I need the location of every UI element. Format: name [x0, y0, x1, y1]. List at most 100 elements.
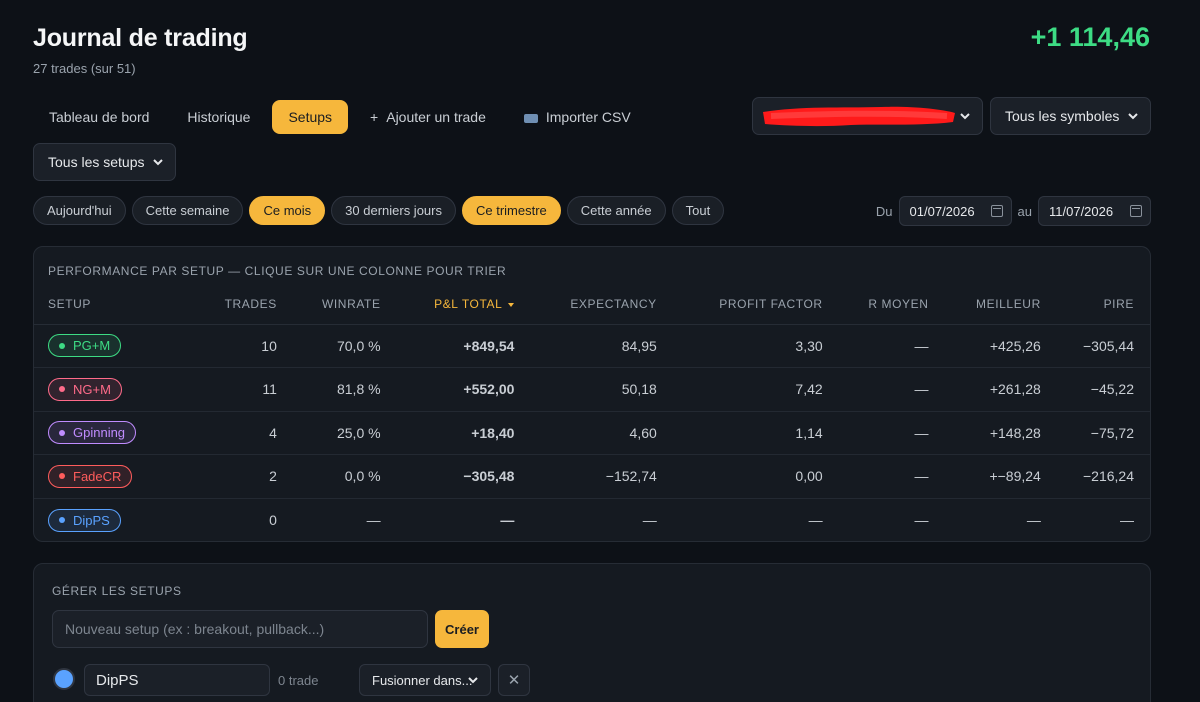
date-range: Du 01/07/2026 au 11/07/2026: [876, 196, 1151, 226]
tab-label: Historique: [187, 109, 251, 125]
table-row: FadeCR 2 0,0 % −305,48 −152,74 0,00— +−89,24 −2…: [34, 454, 1150, 499]
period-this-quarter[interactable]: Ce trimestre: [461, 196, 561, 225]
tab-label: Importer CSV: [545, 109, 631, 125]
table-row: DipPS 0 — — — — — — —: [34, 498, 1150, 541]
column-header[interactable]: TRADES: [198, 284, 293, 325]
cell-winrate: —: [366, 512, 381, 528]
account-select[interactable]: [752, 97, 983, 135]
setup-name: PG+M: [73, 338, 111, 354]
tab-add-trade[interactable]: + Ajouter un trade: [354, 100, 502, 134]
cell-best: +425,26: [944, 324, 1057, 368]
cell-expectancy: −152,74: [530, 454, 673, 499]
column-header[interactable]: P&L TOTAL: [396, 284, 531, 325]
setups-select[interactable]: Tous les setups: [33, 143, 176, 181]
redaction-scribble: [763, 106, 955, 127]
import-csv-icon: [523, 113, 538, 123]
setup-badge: FadeCR: [48, 464, 133, 488]
cell-expectancy: 4,60: [530, 411, 673, 455]
new-setup-input[interactable]: [52, 610, 428, 648]
tab-label: Tableau de bord: [49, 109, 150, 125]
trade-count-summary: 27 trades (sur 51): [33, 61, 136, 76]
merge-into-select[interactable]: Fusionner dans...: [359, 664, 491, 696]
table-row: PG+M 10 70,0 % +849,54 84,95 3,30— +425,26 −305…: [34, 324, 1150, 368]
cell-best: +261,28: [944, 367, 1057, 412]
cell-worst: −216,24: [1056, 454, 1150, 499]
cell-r-moyen: —: [838, 324, 945, 368]
chevron-down-icon: [960, 113, 970, 120]
cell-trades: 11: [198, 367, 293, 412]
setup-name: Gpinning: [73, 425, 126, 441]
cell-worst: −75,72: [1056, 411, 1150, 455]
create-setup-button[interactable]: Créer: [435, 610, 489, 648]
setups-select-value: Tous les setups: [48, 154, 145, 170]
manage-heading: GÉRER LES SETUPS: [52, 584, 182, 598]
period-this-week[interactable]: Cette semaine: [131, 196, 244, 225]
total-pnl: +1 114,46: [1030, 22, 1150, 52]
merge-select-value: Fusionner dans...: [372, 672, 473, 688]
tab-import-csv[interactable]: Importer CSV: [508, 100, 647, 134]
column-header[interactable]: R MOYEN: [838, 284, 945, 325]
setup-cell: FadeCR: [34, 454, 199, 499]
tab-setups[interactable]: Setups: [272, 100, 349, 134]
cell-r-moyen: —: [838, 367, 945, 412]
calendar-icon: [1130, 205, 1142, 217]
period-last-30-days[interactable]: 30 derniers jours: [331, 196, 456, 225]
cell-pnl: +849,54: [396, 324, 531, 368]
column-header[interactable]: EXPECTANCY: [530, 284, 673, 325]
tab-history[interactable]: Historique: [171, 100, 266, 134]
setup-color-dot: [59, 473, 65, 480]
setup-badge: PG+M: [48, 334, 122, 358]
delete-setup-button[interactable]: ✕: [498, 664, 530, 696]
column-header[interactable]: WINRATE: [292, 284, 397, 325]
tab-dashboard[interactable]: Tableau de bord: [33, 100, 165, 134]
column-header[interactable]: SETUP: [34, 284, 199, 325]
cell-best: +−89,24: [944, 454, 1057, 499]
tab-label: Setups: [288, 109, 333, 125]
date-from-label: Du: [875, 203, 893, 219]
period-filters: Aujourd'hui Cette semaine Ce mois 30 der…: [33, 196, 725, 225]
setup-badge: Gpinning: [48, 421, 137, 445]
setup-color-dot: [59, 429, 65, 436]
performance-table: SETUP TRADES WINRATE P&L TOTAL EXPECTANCY PRO…: [34, 284, 1150, 541]
sort-desc-icon: [508, 302, 515, 307]
date-to-input[interactable]: 11/07/2026: [1038, 196, 1151, 226]
cell-r-moyen: —: [914, 512, 929, 528]
cell-worst: —: [1120, 512, 1134, 528]
chevron-down-icon: [153, 159, 163, 166]
table-row: Gpinning 4 25,0 % +18,40 4,60 1,14— +148,28 −75…: [34, 411, 1150, 455]
chevron-down-icon: [468, 677, 478, 684]
cell-r-moyen: —: [838, 411, 945, 455]
cell-trades: 0: [269, 512, 277, 528]
setup-color-picker[interactable]: [53, 668, 75, 690]
cell-winrate: 25,0 %: [292, 411, 397, 455]
chevron-down-icon: [1128, 113, 1138, 120]
cell-pnl: +18,40: [396, 411, 531, 455]
table-row: NG+M 11 81,8 % +552,00 50,18 7,42— +261,28 −45,…: [34, 367, 1150, 412]
setup-name-input[interactable]: [84, 664, 270, 696]
main-nav: Tableau de bord Historique Setups + Ajout…: [33, 100, 647, 134]
setup-cell: NG+M: [34, 367, 199, 412]
column-header[interactable]: MEILLEUR: [944, 284, 1057, 325]
cell-trades: 10: [198, 324, 293, 368]
symbols-select[interactable]: Tous les symboles: [990, 97, 1151, 135]
performance-card: PERFORMANCE PAR SETUP — CLIQUE SUR UNE C…: [33, 246, 1151, 542]
setup-cell: PG+M: [34, 324, 199, 368]
period-all[interactable]: Tout: [671, 196, 725, 225]
cell-expectancy: 50,18: [530, 367, 673, 412]
setup-badge: NG+M: [48, 377, 122, 401]
manage-setups-card: GÉRER LES SETUPS Créer 0 trade Fusionner…: [33, 563, 1151, 702]
page-title: Journal de trading: [33, 24, 248, 52]
period-this-month[interactable]: Ce mois: [249, 196, 326, 225]
column-header[interactable]: PROFIT FACTOR: [672, 284, 839, 325]
cell-pnl: +552,00: [396, 367, 531, 412]
cell-worst: −305,44: [1056, 324, 1150, 368]
symbols-select-value: Tous les symboles: [1005, 108, 1120, 124]
date-from-input[interactable]: 01/07/2026: [898, 196, 1012, 226]
setup-color-dot: [59, 517, 65, 523]
setup-color-dot: [59, 342, 65, 349]
cell-trades: 4: [198, 411, 293, 455]
period-this-year[interactable]: Cette année: [566, 196, 666, 225]
period-today[interactable]: Aujourd'hui: [33, 196, 126, 225]
column-header[interactable]: PIRE: [1056, 284, 1150, 325]
cell-profit-factor: 7,42: [672, 367, 839, 412]
